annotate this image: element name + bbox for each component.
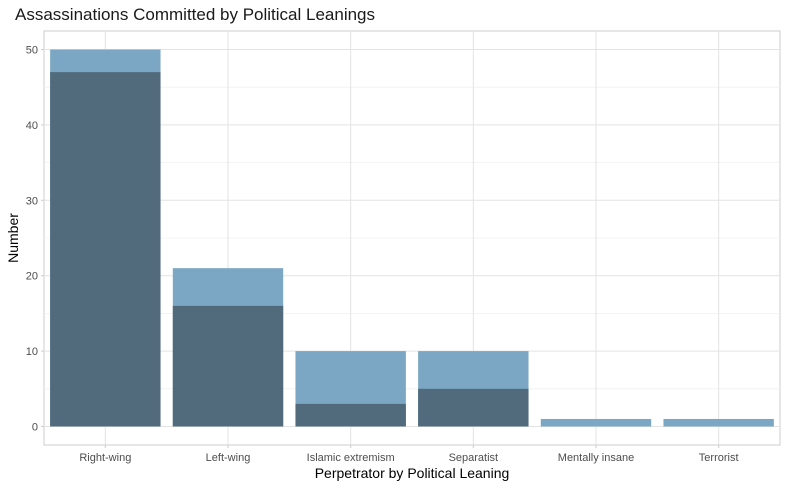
grid-minor (44, 86, 780, 390)
x-tick-label: Separatist (449, 452, 499, 464)
x-axis-title: Perpetrator by Political Leaning (315, 465, 510, 481)
y-tick-label: 50 (26, 45, 38, 57)
y-tick-label: 30 (26, 195, 38, 207)
y-tick-label: 10 (26, 346, 38, 358)
chart-title: Assassinations Committed by Political Le… (15, 5, 376, 24)
x-tick-label: Left-wing (206, 452, 251, 464)
y-tick-label: 0 (32, 422, 38, 434)
x-tick-label: Mentally insane (558, 452, 634, 464)
bar-overlay (172, 305, 284, 427)
bar-overlay (295, 403, 406, 427)
y-axis-title: Number (5, 213, 21, 263)
bar-overlay (50, 72, 161, 427)
x-tick-label: Right-wing (79, 452, 131, 464)
bar-overlay (418, 388, 529, 427)
bars (50, 49, 774, 427)
bar-total (540, 418, 652, 427)
x-axis-ticks: Right-wing Left-wing Islamic extremism Sepa… (79, 445, 739, 464)
y-tick-label: 20 (26, 271, 38, 283)
bar-total (663, 418, 774, 427)
x-tick-label: Terrorist (699, 452, 739, 464)
x-tick-label: Islamic extremism (307, 452, 395, 464)
y-axis-ticks: 0 10 20 30 40 50 (26, 45, 44, 434)
y-tick-label: 40 (26, 120, 38, 132)
